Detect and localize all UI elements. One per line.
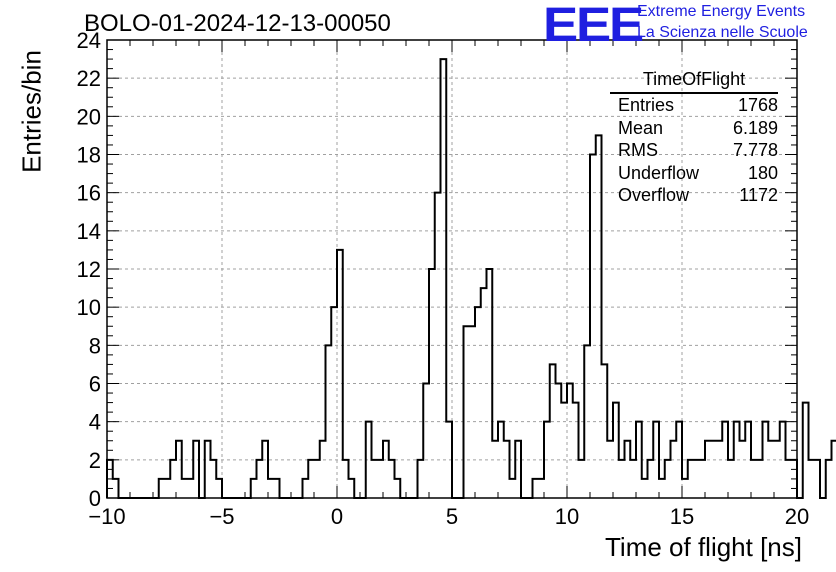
x-axis-label: Time of flight [ns]	[605, 532, 802, 562]
stats-value: 180	[747, 162, 778, 183]
eee-logo-line2: La Scienza nelle Scuole	[637, 24, 808, 41]
eee-logo-line1: Extreme Energy Events	[637, 3, 806, 20]
histogram-bin	[711, 441, 717, 498]
histogram-bin	[481, 288, 487, 498]
y-axis-label: Entries/bin	[16, 50, 47, 173]
stats-label: Overflow	[618, 185, 690, 205]
histogram-bin	[372, 460, 378, 498]
histogram-bin	[165, 479, 171, 498]
x-tick-label: 10	[555, 504, 579, 529]
y-tick-label: 8	[89, 333, 101, 358]
x-tick-label: −10	[88, 504, 125, 529]
y-tick-label: 22	[77, 66, 101, 91]
histogram-bin	[682, 479, 688, 498]
histogram-bin	[492, 441, 498, 498]
histogram-bin	[659, 479, 665, 498]
histogram-bin	[377, 460, 383, 498]
y-tick-label: 18	[77, 143, 101, 168]
histogram-bin	[717, 441, 723, 498]
histogram-bin	[757, 460, 763, 498]
histogram-bin	[786, 460, 792, 498]
y-tick-label: 24	[77, 28, 101, 53]
stats-value: 6.189	[732, 117, 778, 138]
stats-box: TimeOfFlight Entries 1768 Mean 6.189 RMS…	[610, 68, 778, 207]
histogram-bin	[619, 460, 625, 498]
y-tick-label: 12	[77, 257, 101, 282]
histogram-bin	[809, 460, 815, 498]
stats-label: RMS	[618, 140, 658, 160]
stats-label: Mean	[618, 117, 664, 138]
histogram-bin	[182, 479, 188, 498]
stats-value: 1172	[739, 185, 778, 205]
histogram-bin	[751, 460, 757, 498]
histogram-bin	[579, 460, 585, 498]
eee-logo: EEE	[543, 0, 644, 52]
stats-row: RMS 7.778	[610, 139, 778, 162]
stats-value: 1768	[737, 95, 778, 115]
y-tick-label: 16	[77, 181, 101, 206]
y-tick-label: 10	[77, 295, 101, 320]
stats-row: Underflow 180	[610, 162, 778, 185]
histogram-bin	[607, 441, 613, 498]
histogram-bin	[699, 460, 705, 498]
y-tick-label: 20	[77, 104, 101, 129]
y-tick-label: 14	[77, 219, 101, 244]
stats-title: TimeOfFlight	[610, 68, 778, 94]
histogram-bin	[768, 441, 774, 498]
histogram-bin	[268, 479, 274, 498]
histogram-bin	[561, 403, 567, 498]
y-tick-label: 4	[89, 410, 101, 435]
y-tick-label: 2	[89, 448, 101, 473]
stats-value: 7.778	[732, 140, 778, 160]
stats-label: Entries	[618, 95, 675, 115]
stats-row: Overflow 1172	[610, 184, 778, 207]
histogram-bin	[188, 479, 194, 498]
x-tick-label: −5	[209, 504, 234, 529]
x-tick-label: 5	[446, 504, 458, 529]
y-tick-label: 0	[89, 486, 101, 511]
histogram-bin	[510, 479, 516, 498]
y-tick-label: 6	[89, 372, 101, 397]
histogram-bin	[538, 479, 544, 498]
x-tick-label: 20	[785, 504, 809, 529]
histogram-bin	[642, 479, 648, 498]
histogram-bin	[314, 460, 320, 498]
histogram-bin	[728, 460, 734, 498]
chart-title: BOLO-01-2024-12-13-00050	[84, 10, 391, 37]
stats-row: Entries 1768	[610, 94, 778, 117]
histogram-outline	[106, 58, 836, 499]
histogram-bin	[694, 460, 700, 498]
histogram-bin	[475, 307, 481, 498]
histogram-bars	[106, 58, 836, 499]
histogram-bin	[774, 441, 780, 498]
x-tick-label: 15	[670, 504, 694, 529]
histogram-bin	[630, 460, 636, 498]
histogram-bin	[740, 441, 746, 498]
x-tick-label: 0	[331, 504, 343, 529]
histogram-bin	[469, 326, 475, 498]
stats-label: Underflow	[618, 162, 700, 183]
stats-row: Mean 6.189	[610, 117, 778, 140]
